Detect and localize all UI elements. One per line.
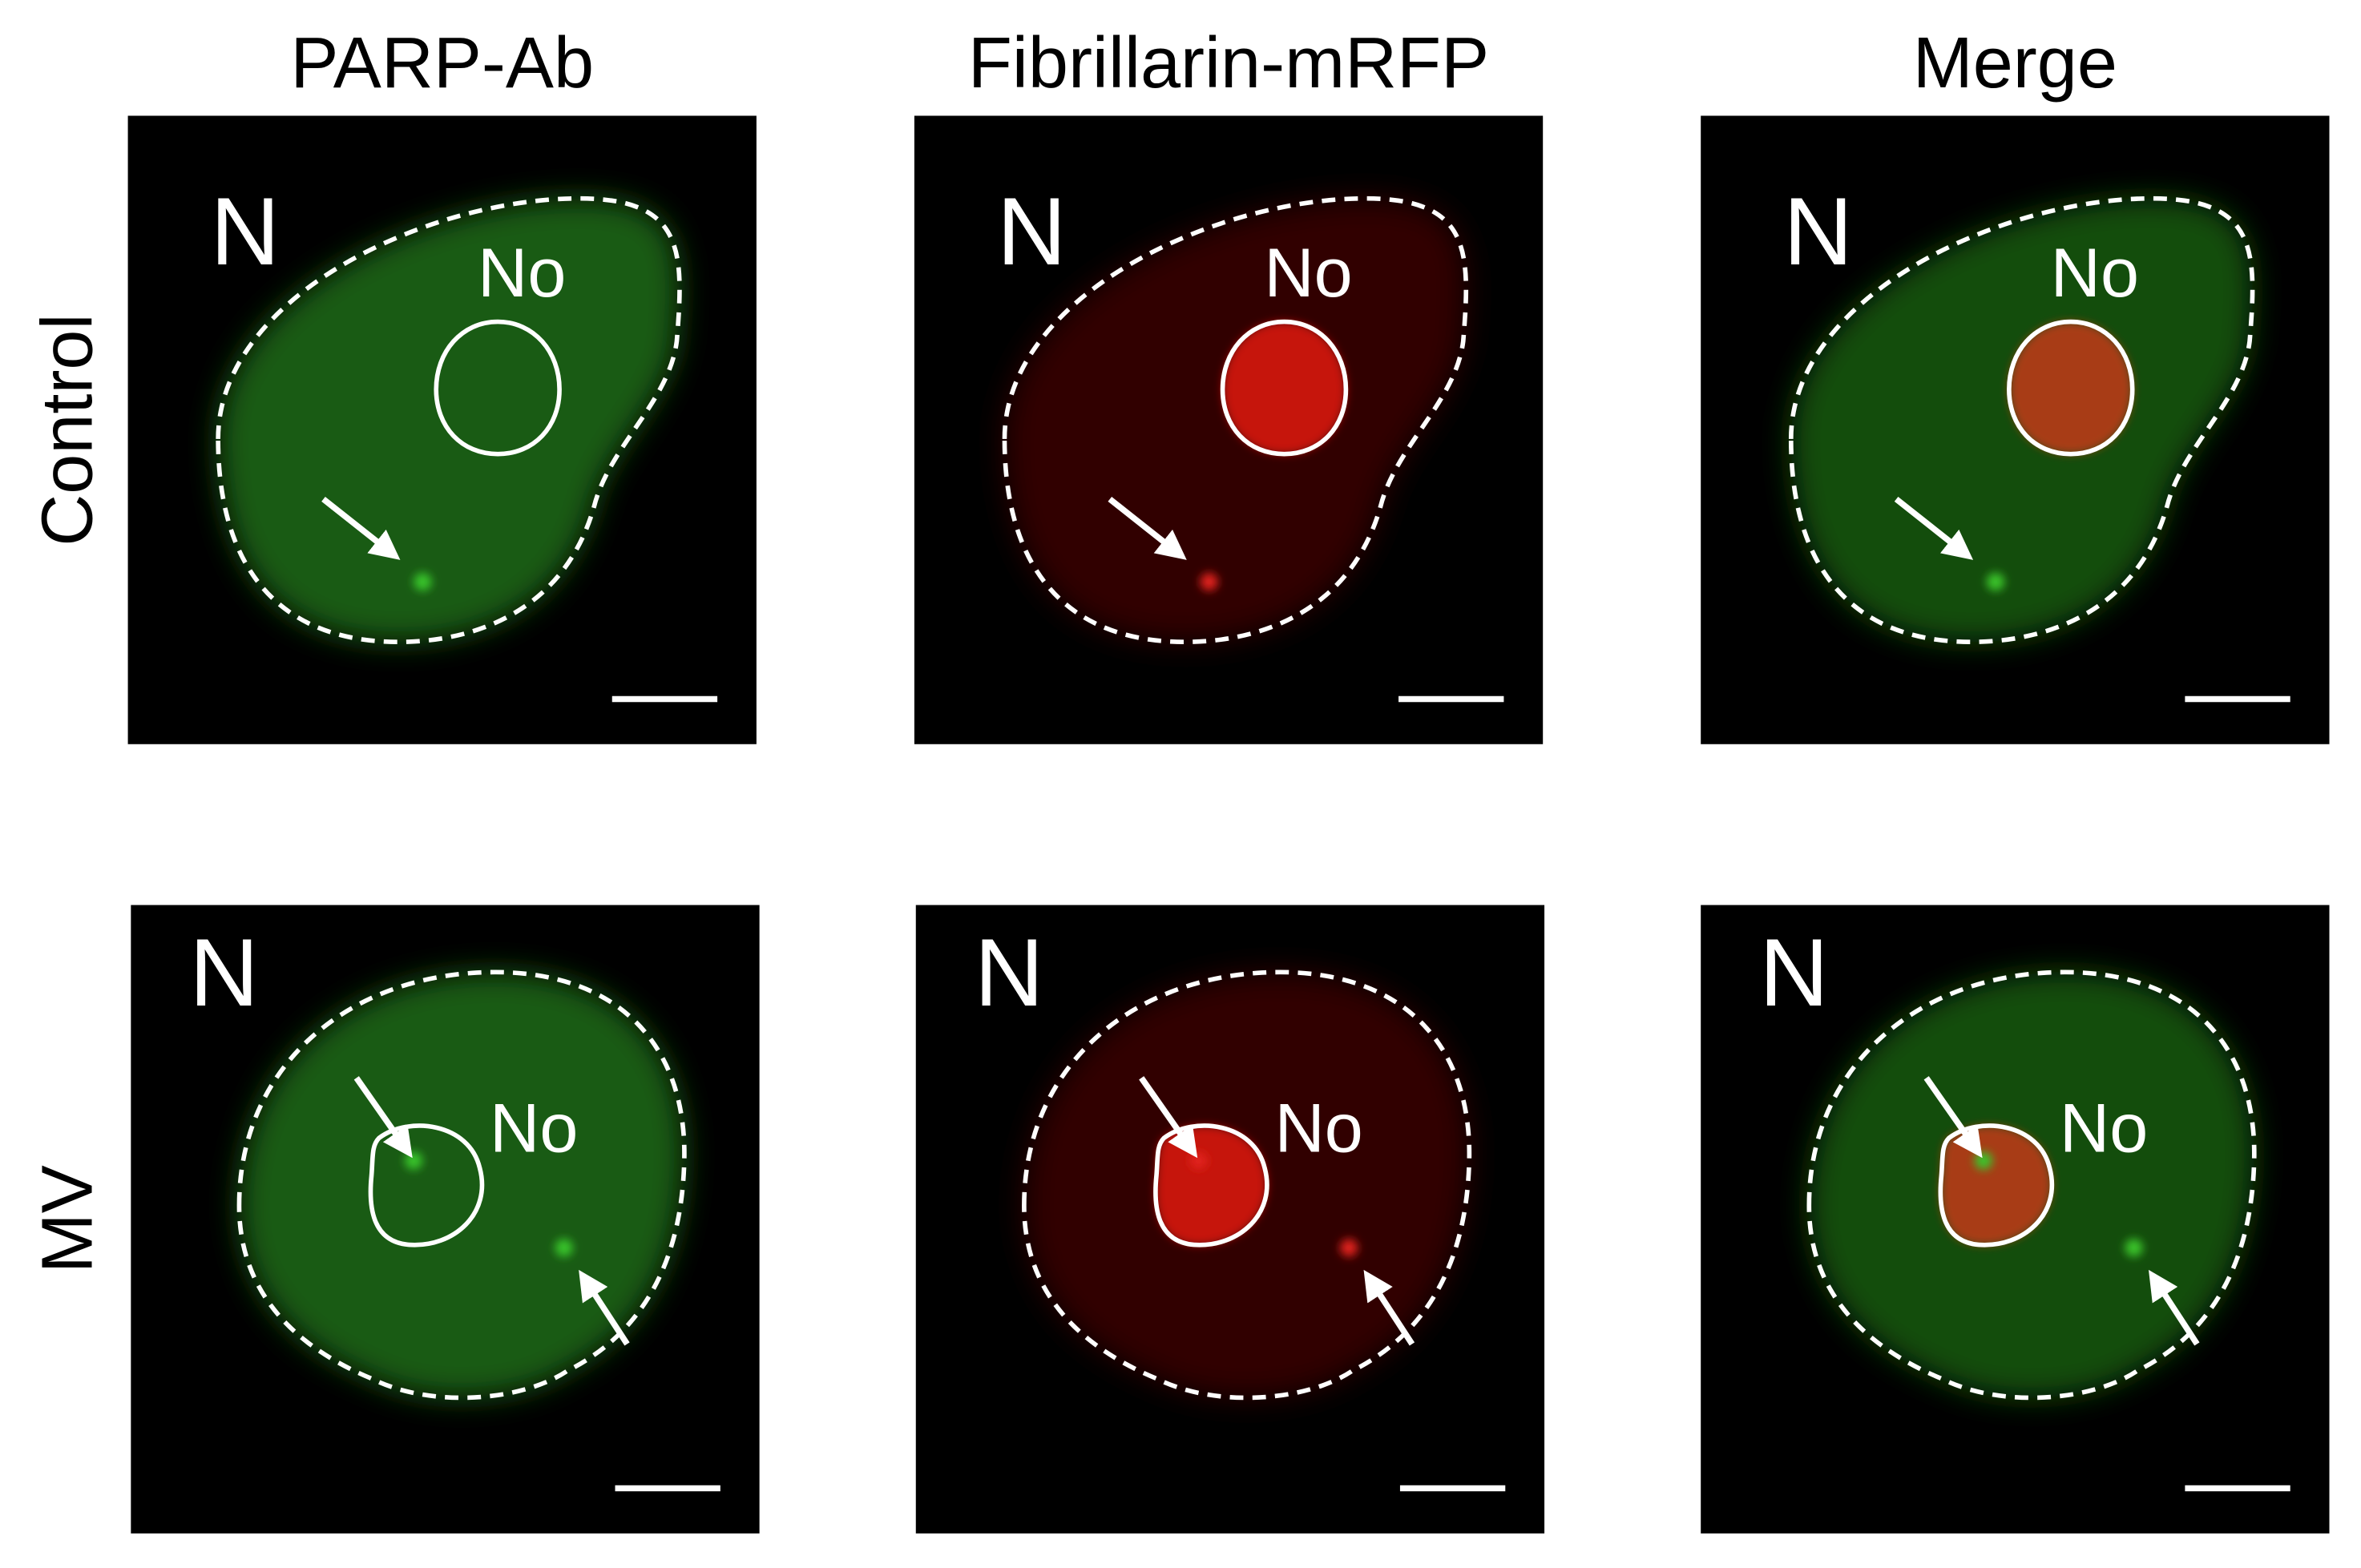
arrow (1363, 1269, 1415, 1346)
nucleus-label: N (1783, 178, 1853, 285)
focus-spot (555, 1239, 573, 1257)
arrow (1139, 1076, 1198, 1159)
cell-signal (218, 198, 680, 643)
nucleolus-label: No (2060, 1090, 2148, 1167)
arrow (1923, 1076, 1983, 1159)
image-panel: N No (914, 115, 1544, 744)
row-label: Control (27, 313, 108, 546)
cell-signal (239, 972, 684, 1398)
focus-spot (1986, 572, 2005, 591)
nucleus-label: N (1759, 919, 1829, 1026)
nucleus-label: N (211, 178, 280, 285)
image-panel: N No (1701, 905, 2330, 1534)
image-panel: N No (131, 905, 760, 1534)
column-header: Fibrillarin-mRFP (968, 22, 1489, 103)
image-panel: N No (915, 905, 1545, 1534)
arrow (353, 1076, 413, 1159)
nucleolus-label: No (490, 1090, 578, 1167)
nucleolus-outline (368, 1123, 485, 1248)
focus-spot (414, 572, 432, 591)
nucleus-outline (1002, 195, 1469, 645)
arrow (321, 496, 401, 560)
arrow (1108, 496, 1187, 560)
arrow (1894, 496, 1974, 560)
nucleolus-outline (1220, 319, 1349, 457)
nucleus-outline (1022, 969, 1472, 1401)
nucleolus-outline (434, 319, 562, 457)
nucleolus-outline (1938, 1123, 2055, 1248)
nucleus-outline (1788, 195, 2255, 645)
nucleus-outline (236, 969, 687, 1401)
arrow (579, 1269, 630, 1346)
focus-spot (1200, 572, 1218, 591)
arrow (2149, 1269, 2200, 1346)
nucleolus-signal (1222, 321, 1346, 454)
nucleus-outline (1806, 969, 2257, 1401)
focus-spot (1339, 1239, 1358, 1257)
nucleus-label: N (975, 919, 1044, 1026)
column-header: Merge (1913, 22, 2117, 103)
image-panel: N No (1701, 115, 2330, 744)
focus-spot (2125, 1239, 2143, 1257)
nucleus-outline (216, 195, 682, 645)
nucleolus-label: No (1264, 235, 1352, 312)
row-label: MV (27, 1165, 108, 1273)
column-header: PARP-Ab (290, 22, 594, 103)
nucleolus-outline (2007, 319, 2135, 457)
nucleolus-label: No (2051, 235, 2139, 312)
nucleolus-label: No (1274, 1090, 1362, 1167)
nucleolus-outline (1153, 1123, 1269, 1248)
nucleolus-label: No (478, 235, 566, 312)
image-panel: N No (127, 115, 757, 744)
nucleus-label: N (189, 919, 259, 1026)
nucleus-label: N (997, 178, 1067, 285)
nucleolus-signal (2008, 321, 2133, 454)
